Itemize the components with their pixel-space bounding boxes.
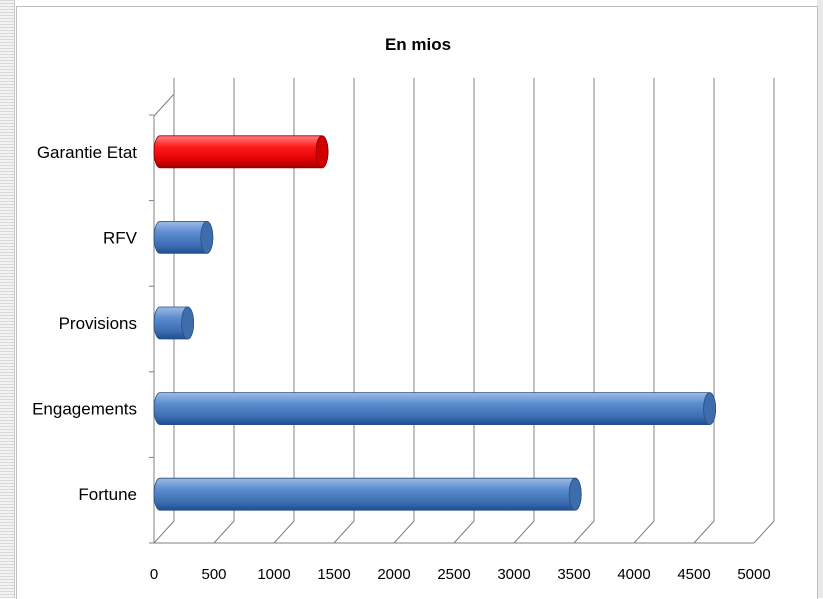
floor-line — [753, 520, 775, 544]
bar-body — [153, 392, 716, 425]
x-tick-label: 5000 — [737, 566, 770, 583]
x-tick-label: 4000 — [617, 566, 650, 583]
bar — [153, 477, 582, 511]
bar-body — [153, 135, 329, 169]
chart-title: En mios — [385, 35, 451, 54]
category-label: Provisions — [59, 314, 137, 333]
x-tick-label: 2500 — [437, 566, 470, 583]
floor-line — [213, 520, 235, 544]
right-edge-strip — [817, 0, 823, 598]
floor-line — [393, 520, 415, 544]
floor-line — [513, 520, 535, 544]
category-label: Fortune — [78, 485, 137, 504]
x-tick-label: 1500 — [317, 566, 350, 583]
category-label: Engagements — [32, 400, 137, 419]
x-tick-label: 3000 — [497, 566, 530, 583]
category-label: Garantie Etat — [37, 143, 137, 162]
bar-cap — [181, 306, 195, 340]
left-edge-strip — [0, 0, 15, 598]
floor-line — [333, 520, 355, 544]
bar-cap — [200, 220, 214, 254]
x-tick-label: 4500 — [677, 566, 710, 583]
x-tick-label: 0 — [150, 566, 158, 583]
category-label: RFV — [103, 228, 138, 247]
bar-cap — [703, 392, 716, 426]
x-tick-label: 3500 — [557, 566, 590, 583]
x-tick-label: 500 — [201, 566, 226, 583]
floor-line — [453, 520, 475, 544]
floor-line — [573, 520, 595, 544]
x-tick-label: 2000 — [377, 566, 410, 583]
bar-cap — [568, 477, 582, 511]
bar — [153, 392, 716, 426]
floor-line — [693, 520, 715, 544]
bar — [153, 306, 195, 340]
y-axis-top-edge — [153, 93, 175, 117]
bar-cap — [315, 135, 329, 169]
floor-line — [273, 520, 295, 544]
floor-line — [633, 520, 655, 544]
bar-body — [153, 477, 582, 511]
bar — [153, 220, 214, 254]
x-tick-label: 1000 — [257, 566, 290, 583]
floor-line — [153, 520, 175, 544]
bar — [153, 135, 329, 169]
